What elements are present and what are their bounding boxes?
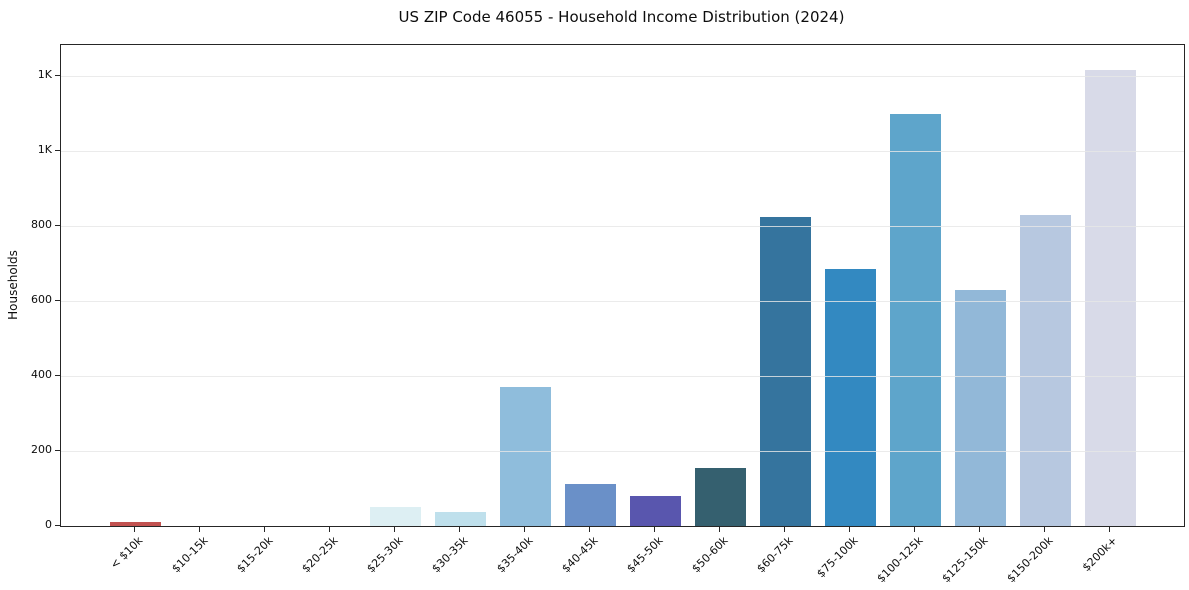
bar-200k <box>1084 70 1136 526</box>
x-tick-label-25-30k: $25-30k <box>363 534 406 576</box>
bar-75-100k <box>824 269 876 526</box>
gridline-y-400 <box>61 376 1184 378</box>
x-tick-label-30-35k: $30-35k <box>428 534 471 576</box>
x-tick-mark <box>653 526 655 532</box>
x-tick-mark <box>133 526 135 532</box>
chart-title: US ZIP Code 46055 - Household Income Dis… <box>398 8 845 26</box>
bar-40-45k <box>564 484 616 526</box>
y-tick-mark <box>55 374 60 376</box>
y-tick-mark <box>55 524 60 526</box>
gridline-y-1200 <box>61 76 1184 78</box>
y-tick-label: 1K <box>37 143 52 157</box>
y-tick-label: 800 <box>31 218 52 232</box>
bar-30-35k <box>434 512 486 526</box>
x-tick-label-45-50k: $45-50k <box>623 534 666 576</box>
x-tick-label-40-45k: $40-45k <box>558 534 601 576</box>
x-tick-label-150-200k: $150-200k <box>1004 534 1056 586</box>
x-tick-label-50-60k: $50-60k <box>688 534 731 576</box>
x-tick-mark <box>718 526 720 532</box>
x-tick-label-100-125k: $100-125k <box>874 534 926 586</box>
x-tick-label-125-150k: $125-150k <box>939 534 991 586</box>
x-tick-mark <box>393 526 395 532</box>
bar-35-40k <box>499 387 551 526</box>
x-tick-mark <box>783 526 785 532</box>
y-tick-label: 1K <box>37 68 52 82</box>
x-tick-label-200k: $200k+ <box>1080 534 1121 575</box>
y-axis-label: Households <box>6 249 20 320</box>
x-tick-label-10k: < $10k <box>107 534 146 572</box>
y-tick-mark <box>55 149 60 151</box>
bar-60-75k <box>759 217 811 526</box>
x-tick-mark <box>1108 526 1110 532</box>
y-tick-mark <box>55 224 60 226</box>
x-tick-label-10-15k: $10-15k <box>168 534 211 576</box>
gridline-y-200 <box>61 451 1184 453</box>
x-tick-mark <box>328 526 330 532</box>
x-tick-mark <box>913 526 915 532</box>
x-tick-mark <box>523 526 525 532</box>
x-tick-label-75-100k: $75-100k <box>813 534 861 581</box>
x-tick-label-60-75k: $60-75k <box>753 534 796 576</box>
plot-area <box>60 44 1185 527</box>
y-tick-mark <box>55 299 60 301</box>
x-tick-label-20-25k: $20-25k <box>298 534 341 576</box>
y-tick-mark <box>55 449 60 451</box>
y-tick-label: 200 <box>31 443 52 457</box>
bar-10k <box>109 522 161 526</box>
x-tick-label-15-20k: $15-20k <box>233 534 276 576</box>
y-tick-label: 400 <box>31 368 52 382</box>
y-tick-label: 0 <box>45 518 52 531</box>
bar-100-125k <box>889 114 941 526</box>
gridline-y-1000 <box>61 151 1184 153</box>
gridline-y-600 <box>61 301 1184 303</box>
x-tick-mark <box>198 526 200 532</box>
bar-45-50k <box>629 496 681 526</box>
x-tick-mark <box>458 526 460 532</box>
x-tick-mark <box>263 526 265 532</box>
y-tick-mark <box>55 74 60 76</box>
bar-150-200k <box>1019 215 1071 526</box>
x-tick-mark <box>1043 526 1045 532</box>
x-tick-label-35-40k: $35-40k <box>493 534 536 576</box>
x-tick-mark <box>978 526 980 532</box>
y-tick-label: 600 <box>31 293 52 307</box>
bar-50-60k <box>694 468 746 526</box>
x-tick-mark <box>848 526 850 532</box>
x-tick-mark <box>588 526 590 532</box>
gridline-y-800 <box>61 226 1184 228</box>
bar-25-30k <box>369 507 421 526</box>
bar-125-150k <box>954 290 1006 526</box>
